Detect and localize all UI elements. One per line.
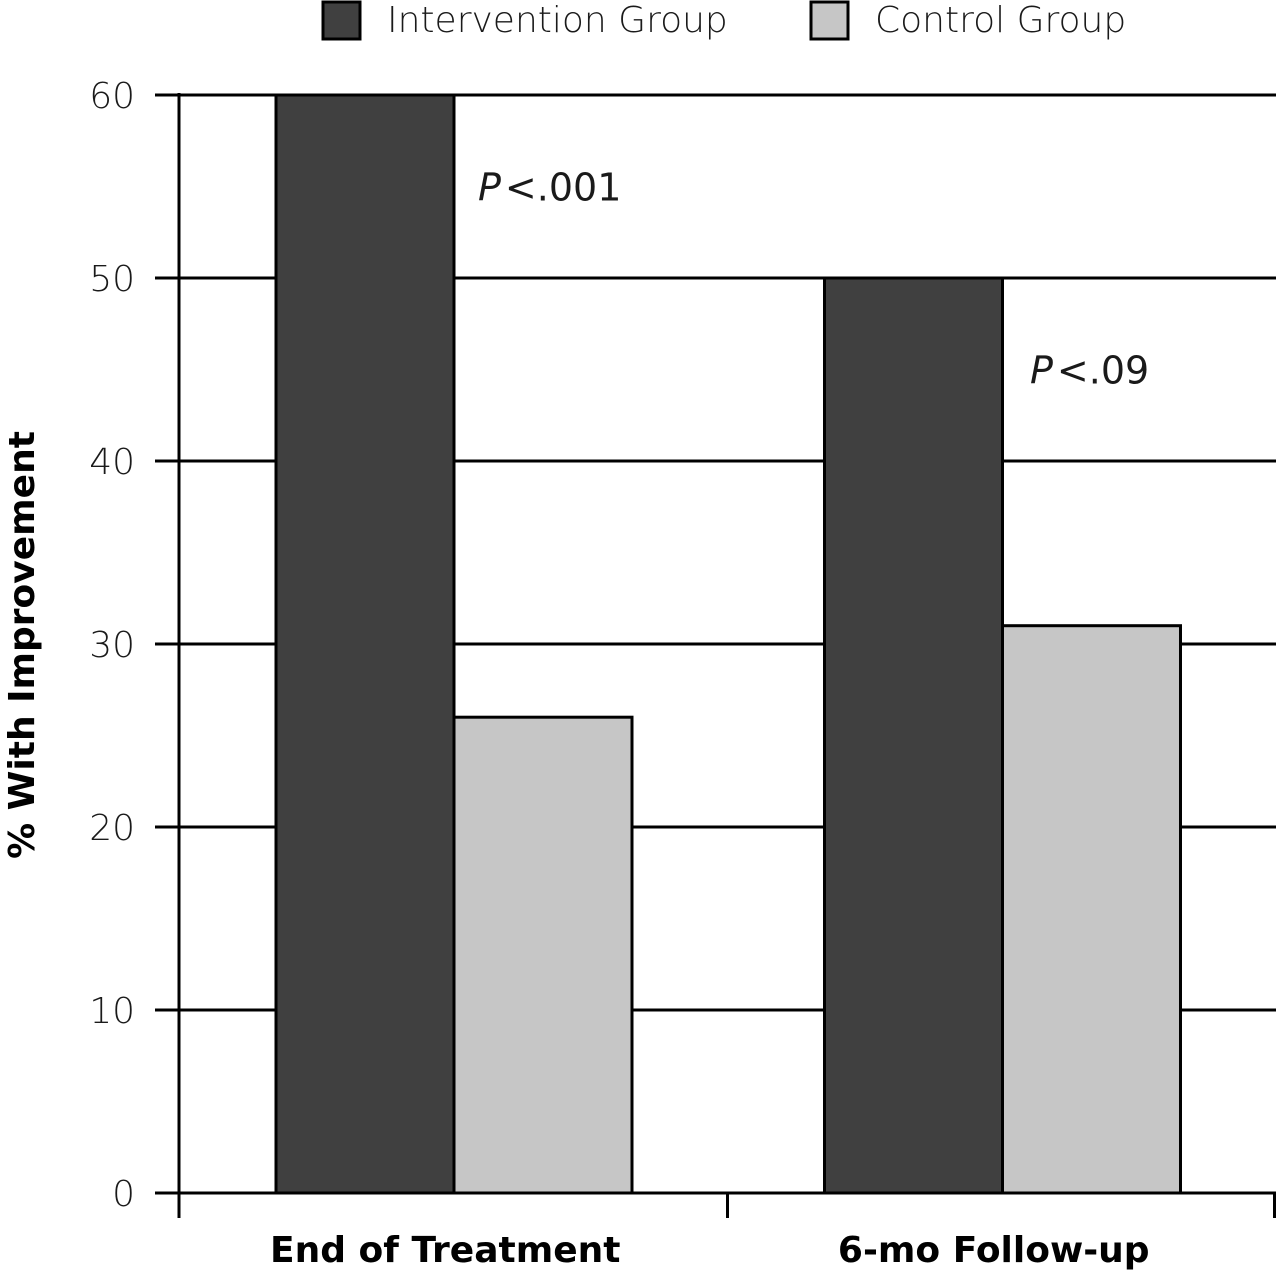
p-value-annotation-0: P <.001 xyxy=(478,166,621,210)
y-tick-label-50: 50 xyxy=(89,259,135,300)
bar-control-1 xyxy=(1001,624,1182,1195)
bar-intervention-0 xyxy=(274,93,456,1195)
axes xyxy=(155,93,1276,1218)
bars xyxy=(274,93,1182,1195)
bar-intervention-1 xyxy=(823,276,1004,1195)
y-tick-label-60: 60 xyxy=(89,76,135,117)
p-value-annotation-1: P <.09 xyxy=(1030,349,1149,393)
bar-control-0 xyxy=(452,715,634,1195)
y-tick-label-20: 20 xyxy=(89,808,135,849)
p-symbol: P xyxy=(1030,349,1053,393)
legend: Intervention Group Control Group xyxy=(321,0,1126,41)
legend-swatch-intervention xyxy=(321,0,362,41)
y-tick-label-30: 30 xyxy=(89,625,135,666)
p-symbol: P xyxy=(478,166,501,210)
p-value-text: <.001 xyxy=(505,166,621,210)
legend-label-intervention: Intervention Group xyxy=(387,0,728,41)
y-tick-label-0: 0 xyxy=(112,1174,135,1215)
p-value-text: <.09 xyxy=(1057,349,1149,393)
y-axis-title: % With Improvement xyxy=(2,431,43,859)
y-tick-labels: 0 10 20 30 40 50 60 xyxy=(89,76,135,1215)
category-label-1: 6-mo Follow-up xyxy=(838,1230,1150,1271)
y-tick-label-10: 10 xyxy=(89,991,135,1032)
legend-label-control: Control Group xyxy=(875,0,1126,41)
category-label-0: End of Treatment xyxy=(270,1230,621,1271)
y-tick-label-40: 40 xyxy=(89,442,135,483)
legend-swatch-control xyxy=(809,0,850,41)
category-labels: End of Treatment 6-mo Follow-up xyxy=(270,1230,1150,1271)
